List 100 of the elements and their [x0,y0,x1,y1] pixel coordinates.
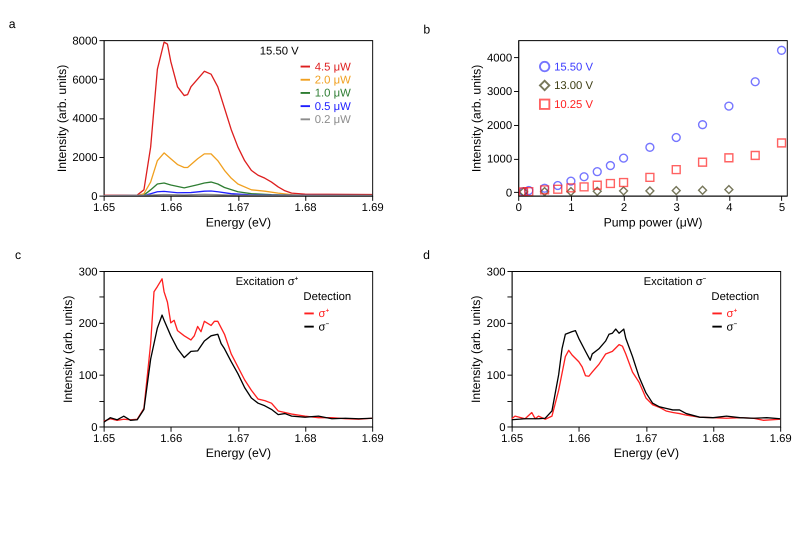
point [645,186,655,196]
y-tick-label: 0 [499,422,506,434]
chart-title: a [8,16,16,31]
x-tick-label: 4 [726,202,733,214]
y-tick-label: 1000 [486,154,512,166]
legend-label: 0.2 μW [314,114,352,126]
point [750,150,760,160]
legend-label: 2.0 μW [314,74,352,87]
x-tick-label: 1.65 [501,433,524,446]
x-tick-label: 1.68 [294,433,317,446]
x-tick-label: 1.68 [702,433,725,446]
y-axis-title: Intensity (arb. units) [54,64,69,172]
y-tick-label: 3000 [486,86,512,98]
point [592,186,602,196]
y-tick-label: 0 [91,190,98,203]
y-axis-title: Intensity (arb. units) [469,296,484,403]
point [579,182,589,192]
annotation: 15.50 V [260,45,300,58]
chart-title: d [423,248,430,262]
legend-label: σ⁺ [318,308,330,320]
point [724,101,734,111]
point [592,180,602,190]
y-tick-label: 2000 [486,120,512,132]
point [672,164,681,174]
point [750,77,760,86]
y-tick-label: 0 [506,188,512,200]
x-tick-label: 2 [620,202,628,214]
point [618,186,628,196]
point [566,186,576,196]
x-tick-label: 1.69 [362,202,384,214]
legend-label: 4.5 μW [314,61,352,74]
y-tick-label: 0 [91,422,98,434]
y-axis-title: Intensity (arb. units) [61,296,76,403]
point [724,184,734,194]
point [698,120,708,130]
y-tick-label: 100 [78,370,98,382]
point [776,46,786,55]
x-tick-label: 1.67 [227,202,250,214]
point [606,178,616,188]
point [566,176,576,186]
annotation: Excitation σ⁺ [236,276,299,288]
x-axis-title: Energy (eV) [206,446,272,460]
x-axis-title: Energy (eV) [206,215,272,230]
x-tick-label: 1.65 [93,202,116,214]
point [776,138,786,148]
point [645,142,655,152]
y-tick-label: 2000 [72,152,98,164]
y-tick-label: 6000 [72,74,98,86]
point [606,160,616,170]
y-tick-label: 4000 [72,113,98,126]
point [672,186,681,196]
point [618,178,628,188]
y-tick-label: 4000 [486,52,512,64]
x-tick-label: 1.69 [770,433,792,446]
legend-label: 13.00 V [554,80,594,92]
x-tick-label: 5 [778,202,786,214]
point [553,180,562,190]
x-axis-title: Energy (eV) [614,446,680,460]
legend-label: 0.5 μW [314,100,352,113]
point [553,184,562,194]
legend-label: σ⁻ [726,321,738,334]
point [698,158,708,167]
y-tick-label: 100 [486,370,506,382]
point [698,186,708,195]
point [592,167,602,176]
legend-label: 1.0 μW [314,88,352,100]
x-tick-label: 1.66 [160,202,182,214]
x-tick-label: 1.67 [227,433,250,446]
x-axis-title: Pump power (μW) [604,215,702,230]
x-tick-label: 1.66 [160,433,182,446]
x-tick-label: 1.69 [362,433,384,446]
point [672,132,681,142]
y-tick-label: 200 [78,318,98,330]
point [618,153,628,163]
legend-label: σ⁻ [318,321,330,334]
chart-title: c [15,248,22,262]
point [645,172,655,182]
y-tick-label: 300 [78,266,98,278]
y-tick-label: 300 [486,266,506,278]
y-axis-title: Intensity (arb. units) [469,64,484,172]
point [579,172,589,182]
x-tick-label: 1.65 [93,433,116,446]
legend-label: 15.50 V [554,61,594,74]
line-series [512,344,780,421]
legend-title: Detection [303,291,352,304]
y-tick-label: 200 [486,318,506,330]
legend-label: σ⁺ [726,308,738,320]
x-tick-label: 1.66 [568,433,590,446]
legend-title: Detection [711,291,760,304]
point [566,183,576,193]
x-tick-label: 1.67 [635,433,658,446]
legend-label: 10.25 V [554,99,594,112]
x-tick-label: 1 [568,202,575,214]
x-tick-label: 1.68 [294,202,317,214]
y-tick-label: 8000 [72,35,98,48]
x-tick-label: 0 [516,202,522,214]
point [724,153,734,162]
annotation: Excitation σ⁻ [644,276,707,288]
chart-title: b [423,22,430,37]
x-tick-label: 3 [674,202,680,214]
